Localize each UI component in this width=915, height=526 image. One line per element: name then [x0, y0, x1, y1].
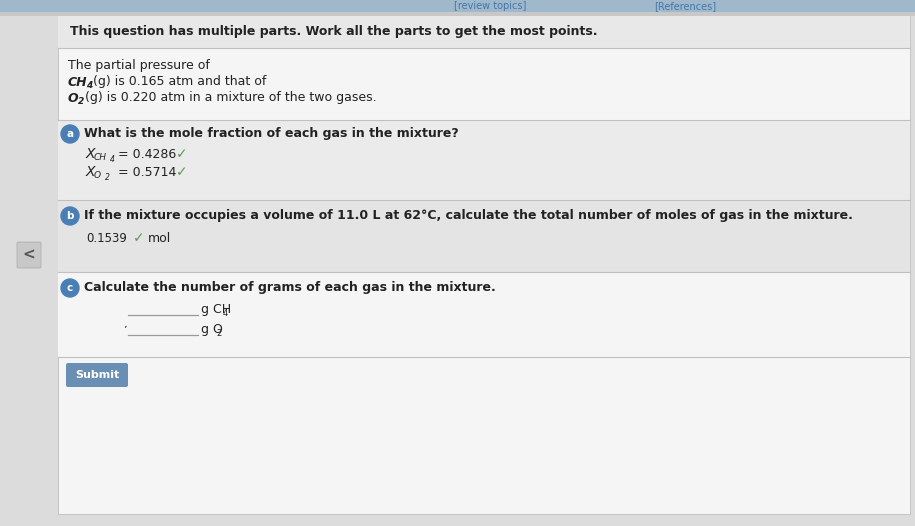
- FancyBboxPatch shape: [66, 363, 128, 387]
- Circle shape: [61, 207, 79, 225]
- Text: What is the mole fraction of each gas in the mixture?: What is the mole fraction of each gas in…: [84, 127, 458, 140]
- Text: 0.1539: 0.1539: [86, 231, 127, 245]
- Circle shape: [61, 279, 79, 297]
- Text: If the mixture occupies a volume of 11.0 L at 62°C, calculate the total number o: If the mixture occupies a volume of 11.0…: [84, 209, 853, 222]
- Text: (g) is 0.220 atm in a mixture of the two gases.: (g) is 0.220 atm in a mixture of the two…: [85, 92, 377, 105]
- Text: O: O: [68, 92, 79, 105]
- FancyBboxPatch shape: [0, 12, 915, 16]
- Text: [References]: [References]: [654, 1, 716, 11]
- FancyBboxPatch shape: [58, 120, 910, 200]
- FancyBboxPatch shape: [58, 16, 910, 48]
- Text: g O: g O: [201, 323, 223, 337]
- Text: CH: CH: [68, 76, 88, 88]
- Text: mol: mol: [148, 231, 171, 245]
- Text: = 0.4286: = 0.4286: [118, 147, 177, 160]
- Text: CH: CH: [94, 154, 107, 163]
- Text: b: b: [66, 211, 74, 221]
- FancyBboxPatch shape: [58, 16, 910, 514]
- Text: 2: 2: [105, 173, 110, 181]
- Text: X: X: [86, 147, 95, 161]
- Text: This question has multiple parts. Work all the parts to get the most points.: This question has multiple parts. Work a…: [70, 25, 597, 38]
- Text: ✓: ✓: [176, 147, 188, 161]
- Text: Submit: Submit: [75, 370, 119, 380]
- Text: ʼ: ʼ: [123, 325, 126, 335]
- Text: (g) is 0.165 atm and that of: (g) is 0.165 atm and that of: [93, 76, 266, 88]
- FancyBboxPatch shape: [0, 0, 915, 12]
- Text: = 0.5714: = 0.5714: [118, 166, 177, 178]
- FancyBboxPatch shape: [58, 200, 910, 272]
- Text: The partial pressure of: The partial pressure of: [68, 59, 210, 73]
- Text: Calculate the number of grams of each gas in the mixture.: Calculate the number of grams of each ga…: [84, 281, 496, 295]
- FancyBboxPatch shape: [17, 242, 41, 268]
- Text: [review topics]: [review topics]: [454, 1, 526, 11]
- Text: a: a: [67, 129, 73, 139]
- Text: 4: 4: [223, 309, 228, 319]
- Text: 2: 2: [78, 96, 84, 106]
- Text: 4: 4: [86, 80, 92, 89]
- Text: g CH: g CH: [201, 304, 231, 317]
- Text: c: c: [67, 283, 73, 293]
- Text: ✓: ✓: [176, 165, 188, 179]
- Circle shape: [61, 125, 79, 143]
- Text: X: X: [86, 165, 95, 179]
- Text: <: <: [23, 248, 36, 262]
- Text: O: O: [94, 171, 102, 180]
- Text: ✓: ✓: [133, 231, 145, 245]
- Text: 4: 4: [110, 155, 115, 164]
- Text: 2: 2: [216, 329, 221, 339]
- FancyBboxPatch shape: [58, 272, 910, 357]
